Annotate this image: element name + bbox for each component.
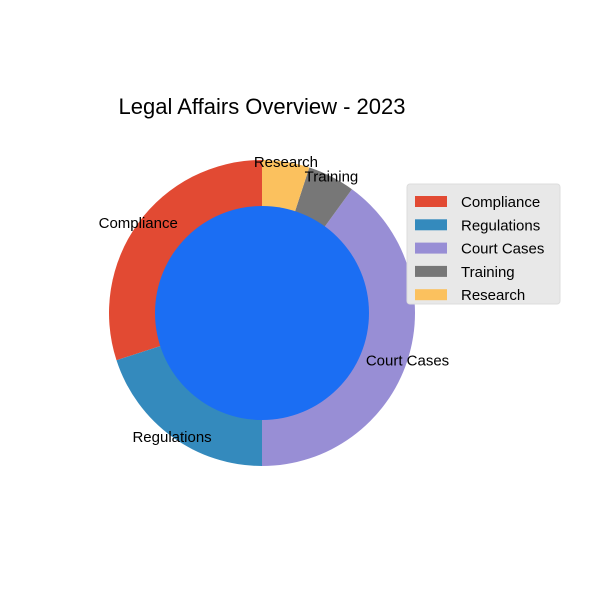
legend-label-regulations: Regulations (461, 217, 540, 234)
legend-swatch-training (415, 265, 447, 277)
legend-swatch-compliance (415, 196, 447, 207)
slice-label-research: Research (254, 154, 318, 171)
legend-label-research: Research (461, 287, 525, 304)
slice-label-regulations: Regulations (132, 429, 211, 446)
legend-swatch-court-cases (415, 242, 447, 254)
center-hole (155, 206, 369, 420)
legend-label-training: Training (461, 264, 515, 281)
legend-swatch-regulations (415, 219, 447, 231)
slice-label-court-cases: Court Cases (366, 352, 449, 369)
legend-label-compliance: Compliance (461, 194, 540, 211)
slice-labels-layer: Compliance Regulations Court Cases Training… (99, 154, 450, 446)
legend: Compliance Regulations Court Cases Training… (406, 183, 561, 305)
legend-label-court-cases: Court Cases (461, 241, 544, 258)
chart-title: Legal Affairs Overview - 2023 (119, 94, 406, 119)
slice-label-training: Training (305, 169, 359, 186)
legend-swatch-research (415, 289, 447, 301)
slice-label-compliance: Compliance (99, 215, 178, 232)
